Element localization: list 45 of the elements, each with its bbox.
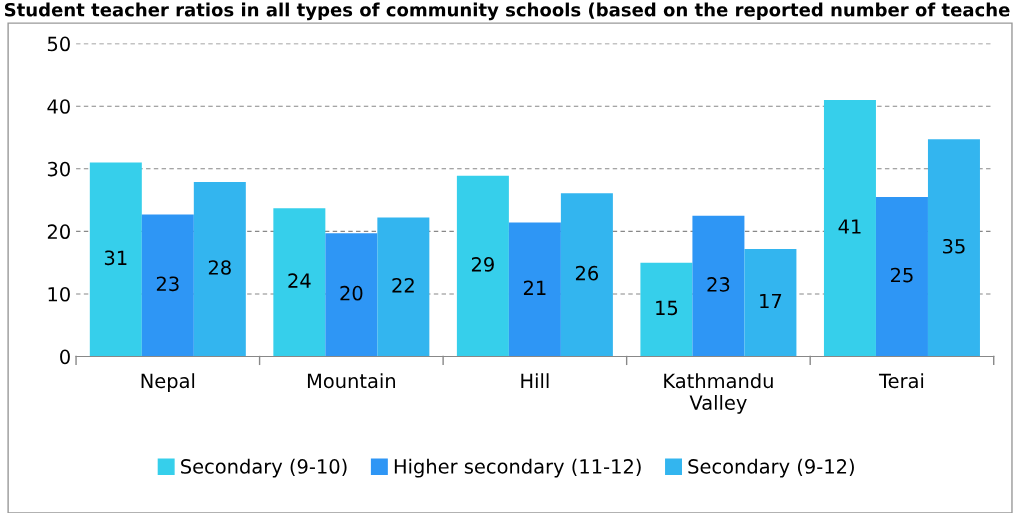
x-tick-label: Terai (878, 373, 924, 389)
data-label: 23 (156, 276, 179, 292)
bar (273, 208, 326, 357)
legend-label: Secondary (9-12) (688, 458, 854, 478)
y-tick-label: 30 (47, 161, 70, 177)
y-tick-label: 20 (47, 224, 70, 240)
data-label: 41 (838, 219, 861, 234)
x-tick-label: Nepal (141, 373, 195, 393)
bar (692, 215, 745, 357)
x-tick-label: Mountain (307, 373, 395, 389)
data-label: 24 (288, 273, 311, 288)
bar (927, 139, 980, 357)
data-label: 15 (656, 300, 678, 316)
data-label: 29 (471, 257, 494, 272)
bar (325, 233, 378, 357)
y-tick-label: 10 (48, 286, 70, 302)
data-label: 20 (340, 285, 363, 301)
data-label: 26 (575, 265, 599, 281)
bar (875, 196, 928, 357)
y-tick-label: 50 (47, 36, 70, 52)
chart-title: Student teacher ratios in all types of community schools (based on the reported number of teache (4, 2, 1010, 21)
y-tick-label: 40 (47, 99, 70, 114)
bar (640, 262, 693, 357)
data-label: 28 (208, 260, 231, 275)
legend-label: Higher secondary (11-12) (394, 458, 641, 478)
data-label: 35 (943, 238, 965, 254)
bar (89, 162, 142, 357)
y-tick-label: 0 (60, 349, 70, 365)
bar (744, 248, 797, 357)
data-label: 17 (760, 293, 782, 309)
bar (560, 193, 613, 357)
data-label: 23 (707, 277, 730, 292)
bar (377, 217, 430, 357)
data-label: 31 (104, 250, 127, 266)
bar (193, 181, 246, 357)
legend-label: Secondary (9-10) (181, 458, 347, 478)
bar (823, 99, 876, 357)
bar (508, 222, 561, 357)
bar (456, 175, 509, 357)
x-tick-label: Kathmandu Valley (664, 373, 773, 414)
data-label: 22 (392, 278, 414, 293)
data-label: 25 (891, 267, 913, 283)
bar (141, 214, 194, 357)
data-label: 21 (523, 280, 546, 295)
x-tick-label: Hill (521, 373, 549, 388)
